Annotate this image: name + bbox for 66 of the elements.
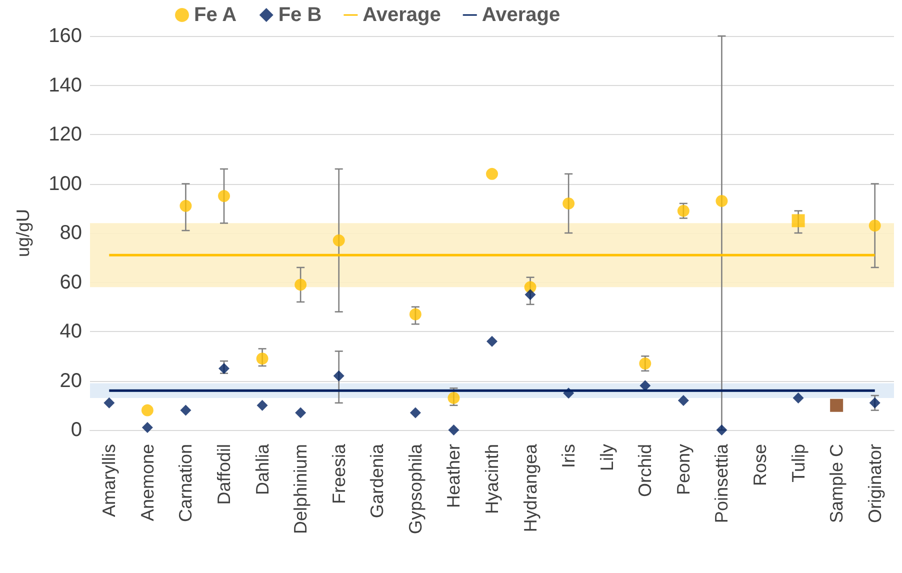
- point: [180, 404, 192, 416]
- x-tick-label: Originator: [864, 444, 885, 524]
- x-tick-label: Lily: [596, 444, 617, 472]
- point: [716, 424, 728, 436]
- x-tick-label: Amaryllis: [99, 444, 120, 518]
- point: [524, 289, 536, 300]
- point: [256, 352, 268, 365]
- x-tick-label: Anemone: [137, 444, 158, 522]
- y-axis-title: ug/gU: [13, 208, 33, 258]
- x-tick-label: Sample C: [826, 444, 847, 524]
- point: [830, 398, 844, 412]
- y-tick-label: 80: [60, 222, 82, 244]
- x-tick-label: Peony: [673, 444, 694, 496]
- y-tick-label: 0: [70, 419, 82, 441]
- y-tick-label: 20: [60, 370, 82, 392]
- legend-label: Average: [362, 4, 441, 26]
- x-tick-label: Rose: [750, 444, 770, 486]
- point: [448, 424, 460, 436]
- point: [141, 404, 154, 416]
- point: [448, 392, 460, 404]
- y-tick-label: 40: [60, 320, 82, 342]
- legend-label: Fe A: [194, 4, 237, 26]
- point: [869, 397, 880, 408]
- point: [410, 407, 421, 418]
- point: [562, 197, 575, 210]
- x-tick-label: Orchid: [635, 444, 656, 498]
- x-tick-label: Gypsophila: [405, 443, 426, 534]
- point: [218, 362, 230, 374]
- x-tick-label: Carnation: [176, 444, 196, 522]
- y-tick-label: 120: [48, 124, 82, 146]
- x-tick-label: Delphinium: [290, 444, 311, 534]
- point: [104, 397, 115, 408]
- point: [409, 308, 422, 320]
- point: [142, 422, 153, 434]
- y-tick-label: 140: [48, 74, 82, 96]
- point: [792, 392, 804, 404]
- point: [333, 370, 344, 382]
- x-tick-label: Iris: [558, 444, 579, 468]
- y-tick-label: 100: [48, 172, 82, 195]
- legend-label: Fe B: [278, 4, 322, 26]
- y-tick-label: 60: [60, 271, 82, 294]
- point: [678, 394, 689, 406]
- y-tick-label: 160: [48, 25, 82, 47]
- x-tick-label: Freesia: [328, 443, 349, 504]
- x-tick-label: Hydrangea: [520, 443, 540, 532]
- legend-label: Average: [482, 4, 560, 26]
- point: [486, 168, 498, 180]
- point: [332, 234, 345, 246]
- point: [563, 388, 574, 399]
- x-tick-label: Hyacinth: [482, 444, 502, 514]
- x-tick-label: Tulip: [788, 444, 808, 482]
- point: [486, 336, 498, 347]
- x-tick-label: Poinsettia: [712, 443, 732, 524]
- point: [792, 214, 805, 228]
- x-tick-label: Gardenia: [367, 443, 388, 518]
- point: [295, 407, 306, 418]
- x-tick-label: Dahlia: [252, 443, 272, 496]
- point: [218, 190, 230, 202]
- x-tick-label: Daffodil: [214, 444, 234, 505]
- point: [639, 358, 652, 370]
- point: [868, 220, 881, 232]
- point: [716, 194, 728, 207]
- x-tick-label: Heather: [444, 444, 464, 508]
- point: [294, 278, 307, 291]
- point: [256, 400, 268, 411]
- point: [180, 200, 192, 212]
